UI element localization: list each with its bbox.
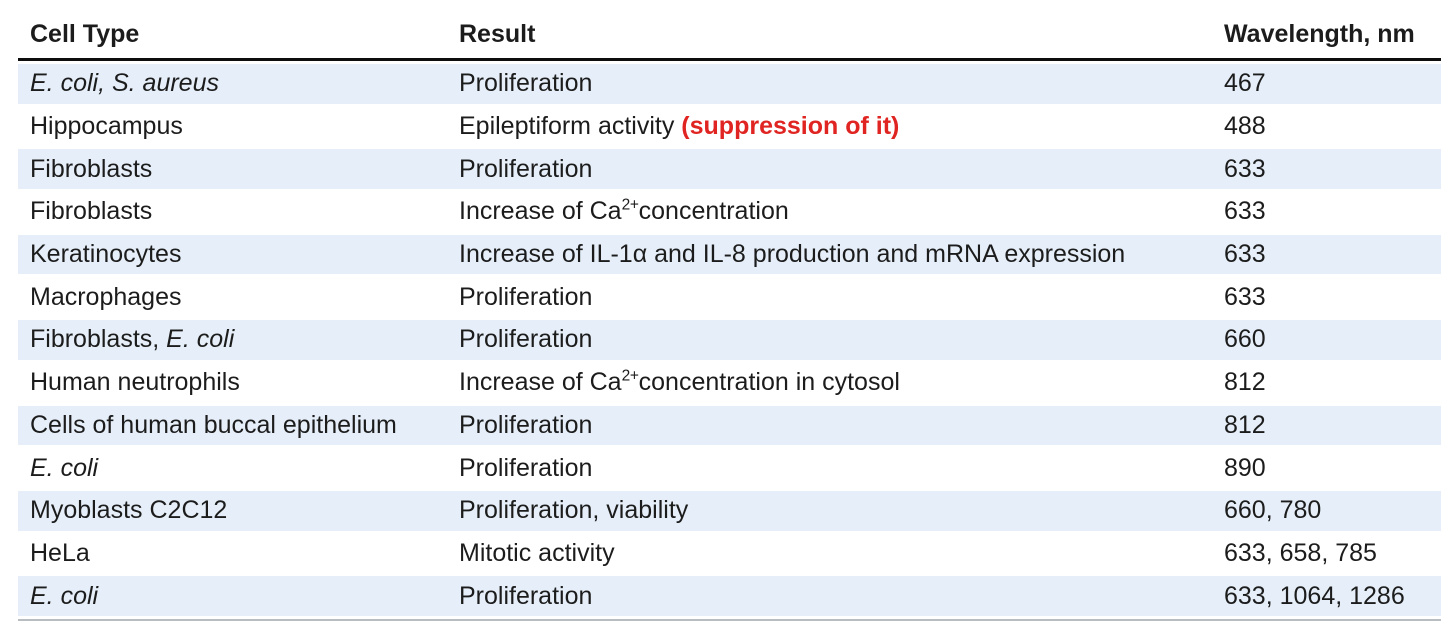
plain-text: Myoblasts C2C12	[30, 496, 228, 525]
cell-type-cell: Human neutrophils	[18, 363, 459, 403]
cell-type-cell: Hippocampus	[18, 107, 459, 147]
plain-text: Proliferation	[459, 325, 593, 354]
plain-text: Hippocampus	[30, 112, 183, 141]
plain-text: Proliferation	[459, 69, 593, 98]
column-header-cell-type: Cell Type	[18, 3, 459, 61]
plain-text: Proliferation	[459, 282, 593, 311]
results-table: Cell Type Result Wavelength, nm E. coli,…	[18, 0, 1441, 621]
red-annotation-text: (suppression of it)	[681, 112, 900, 141]
superscript-text: 2+	[621, 197, 639, 215]
cell-type-cell: Fibroblasts	[18, 149, 459, 190]
plain-text: concentration	[638, 197, 789, 226]
wavelength-cell: 488	[1224, 112, 1266, 141]
plain-text: concentration in cytosol	[638, 368, 900, 397]
italic-text: E. coli	[30, 581, 99, 610]
plain-text: Proliferation, viability	[459, 496, 689, 525]
cell-type-cell: Myoblasts C2C12	[18, 490, 459, 531]
result-cell: Proliferation	[459, 320, 1224, 360]
cell-type-cell: E. coli, S. aureus	[18, 64, 459, 104]
table-row: Human neutrophils Increase of Ca2+concent…	[18, 363, 1441, 403]
result-cell: Proliferation, viability	[459, 490, 1224, 531]
wavelength-cell: 633	[1224, 234, 1441, 275]
plain-text: Fibroblasts,	[30, 325, 167, 354]
plain-text: Increase of IL-1α and IL-8 production an…	[459, 240, 1126, 269]
wavelength-cell: 467	[1224, 64, 1441, 104]
result-cell: Epileptiform activity (suppression of it…	[459, 107, 1224, 147]
result-cell: Increase of IL-1α and IL-8 production an…	[459, 234, 1224, 275]
wavelength-cell: 633, 658, 785	[1224, 538, 1377, 567]
cell-type-cell: Keratinocytes	[18, 234, 459, 275]
wavelength-cell: 660, 780	[1224, 490, 1441, 531]
plain-text: Macrophages	[30, 282, 182, 311]
column-header-wavelength: Wavelength, nm	[1224, 3, 1441, 61]
result-cell: Increase of Ca2+concentration	[459, 192, 1224, 232]
superscript-text: 2+	[621, 367, 639, 385]
plain-text: Proliferation	[459, 410, 593, 439]
cell-type-cell: HeLa	[18, 534, 459, 574]
plain-text: Proliferation	[459, 453, 593, 482]
wavelength-cell: 633	[1224, 149, 1441, 190]
table-row: Macrophages Proliferation 633	[18, 277, 1441, 317]
result-cell: Mitotic activity	[459, 534, 1224, 574]
plain-text: Epileptiform activity	[459, 112, 682, 141]
table-row: Keratinocytes Increase of IL-1α and IL-8 …	[18, 234, 1441, 275]
cell-type-cell: Fibroblasts, E. coli	[18, 320, 459, 360]
table-row: Hippocampus Epileptiform activity (suppre…	[18, 107, 1441, 147]
result-cell: Proliferation	[459, 277, 1224, 317]
table-row: E. coli Proliferation 633, 1064, 1286	[18, 576, 1441, 616]
table-row: Myoblasts C2C12 Proliferation, viability 6…	[18, 490, 1441, 531]
plain-text: Fibroblasts	[30, 154, 153, 183]
table-row: Fibroblasts Increase of Ca2+concentration…	[18, 192, 1441, 232]
table-row: E. coli Proliferation 890	[18, 448, 1441, 488]
plain-text: Fibroblasts	[30, 197, 153, 226]
result-cell: Proliferation	[459, 149, 1224, 190]
table-row: Fibroblasts, E. coli Proliferation 660	[18, 320, 1441, 360]
cell-type-cell: E. coli	[18, 448, 459, 488]
wavelength-cell: 633, 1064, 1286	[1224, 576, 1441, 616]
plain-text: Keratinocytes	[30, 240, 182, 269]
italic-text: E. coli	[30, 453, 99, 482]
wavelength-cell: 633	[1224, 197, 1266, 226]
cell-type-cell: Cells of human buccal epithelium	[18, 405, 459, 446]
header-row: Cell Type Result Wavelength, nm	[18, 3, 1441, 61]
wavelength-cell: 812	[1224, 368, 1266, 397]
cell-type-cell: E. coli	[18, 576, 459, 616]
table-row: HeLa Mitotic activity 633, 658, 785	[18, 534, 1441, 574]
result-cell: Proliferation	[459, 405, 1224, 446]
table-row: Cells of human buccal epithelium Prolifer…	[18, 405, 1441, 446]
plain-text: Human neutrophils	[30, 368, 240, 397]
table-row: E. coli, S. aureus Proliferation 467	[18, 64, 1441, 104]
plain-text: Mitotic activity	[459, 538, 615, 567]
table-header: Cell Type Result Wavelength, nm	[18, 3, 1441, 61]
table-row: Fibroblasts Proliferation 633	[18, 149, 1441, 190]
plain-text: Increase of Ca	[459, 368, 622, 397]
wavelength-cell: 890	[1224, 453, 1266, 482]
result-cell: Proliferation	[459, 448, 1224, 488]
cell-type-cell: Fibroblasts	[18, 192, 459, 232]
wavelength-cell: 633	[1224, 282, 1266, 311]
column-header-result: Result	[459, 3, 1224, 61]
wavelength-cell: 812	[1224, 405, 1441, 446]
plain-text: Cells of human buccal epithelium	[30, 410, 397, 439]
result-cell: Increase of Ca2+concentration in cytosol	[459, 363, 1224, 403]
wavelength-cell: 660	[1224, 320, 1441, 360]
result-cell: Proliferation	[459, 64, 1224, 104]
italic-text: E. coli, S. aureus	[30, 69, 219, 98]
plain-text: Proliferation	[459, 581, 593, 610]
italic-text: E. coli	[166, 325, 235, 354]
cell-type-cell: Macrophages	[18, 277, 459, 317]
result-cell: Proliferation	[459, 576, 1224, 616]
plain-text: Proliferation	[459, 154, 593, 183]
plain-text: Increase of Ca	[459, 197, 622, 226]
table-body: E. coli, S. aureus Proliferation 467 Hippoc…	[18, 64, 1441, 616]
plain-text: HeLa	[30, 538, 90, 567]
